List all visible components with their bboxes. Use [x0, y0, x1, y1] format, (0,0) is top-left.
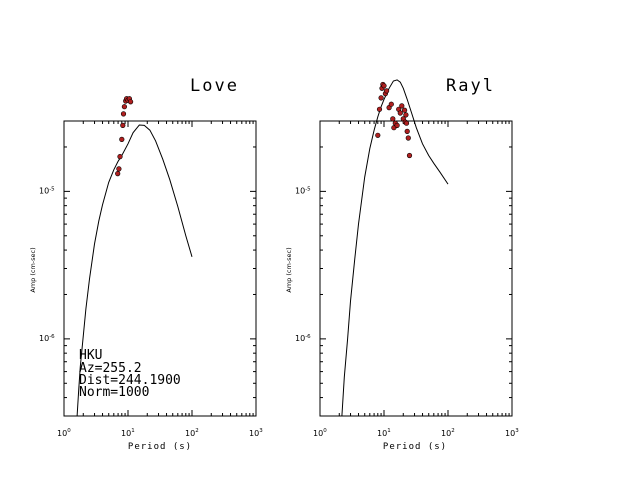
model-curve [341, 79, 449, 417]
observed-point [375, 132, 381, 138]
observed-point [405, 135, 411, 141]
x-tick-label: 100 [57, 428, 71, 438]
observed-point [403, 120, 410, 126]
station-label: HKU [79, 348, 102, 363]
y-tick-label: 10-6 [39, 334, 55, 343]
observed-point [117, 154, 123, 160]
observed-point [399, 103, 405, 109]
observed-point [119, 136, 125, 142]
tick-marks [319, 120, 513, 417]
observed-point [402, 107, 408, 113]
rayleigh-panel-title: Rayl [446, 76, 495, 96]
observed-point [403, 112, 409, 118]
observed-point [406, 152, 413, 159]
love-x-axis-label: Period (s) [128, 442, 192, 452]
love-panel-title: Love [190, 76, 239, 96]
observed-point [120, 122, 126, 128]
x-tick-label: 100 [313, 428, 327, 438]
observed-point [404, 128, 410, 134]
observed-point [388, 101, 394, 107]
observed-point [390, 116, 396, 122]
love-y-axis-label: Amp (cm-sec) [29, 247, 37, 292]
observed-point [121, 104, 127, 110]
y-tick-label: 10-5 [295, 186, 311, 195]
plot-frame [319, 120, 513, 417]
observed-point [384, 88, 390, 94]
observed-point [120, 111, 127, 117]
observed-point [378, 95, 384, 101]
rayleigh-y-axis-label: Amp (cm-sec) [285, 247, 293, 292]
azimuth-label: Az=255.2 [79, 361, 142, 376]
observed-point [116, 166, 122, 172]
x-tick-label: 103 [505, 428, 519, 438]
rayleigh-x-axis-label: Period (s) [383, 442, 447, 452]
observed-point [376, 106, 383, 112]
love-panel: Love Period (s) Amp (cm-sec) HKU Az=255.… [29, 76, 263, 452]
observed-point [397, 110, 403, 116]
tick-marks [63, 120, 257, 417]
observed-point [394, 122, 400, 128]
observed-point [381, 83, 387, 89]
y-tick-label: 10-5 [39, 186, 55, 195]
x-tick-label: 102 [185, 428, 199, 438]
x-tick-label: 101 [377, 428, 391, 438]
observed-point [115, 171, 121, 177]
distance-label: Dist=244.1900 [79, 373, 181, 388]
x-tick-label: 103 [249, 428, 263, 438]
rayleigh-panel: Rayl Period (s) Amp (cm-sec) 100 101 102 10… [285, 76, 519, 452]
norm-label: Norm=1000 [79, 385, 149, 400]
y-tick-label: 10-6 [295, 334, 311, 343]
x-tick-label: 102 [441, 428, 455, 438]
x-tick-label: 101 [121, 428, 135, 438]
observed-point [128, 99, 134, 105]
